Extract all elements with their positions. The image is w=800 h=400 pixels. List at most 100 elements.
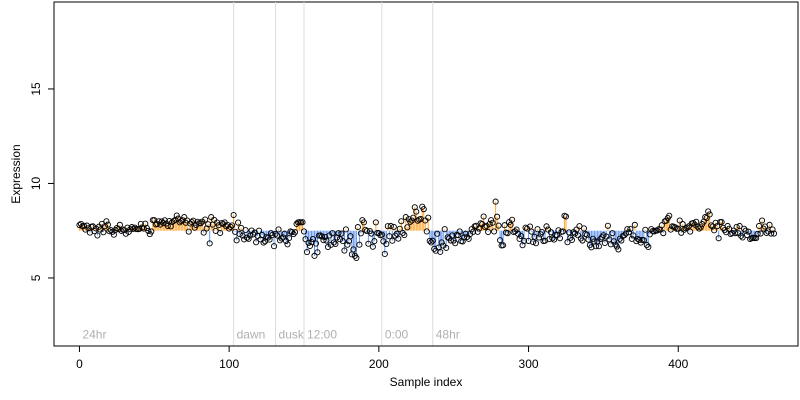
data-point <box>763 229 770 237</box>
data-point <box>260 239 267 246</box>
data-point <box>756 222 763 230</box>
data-point <box>306 242 314 250</box>
data-point <box>455 232 462 239</box>
data-point <box>549 235 556 242</box>
data-point <box>491 228 498 235</box>
data-point <box>272 230 279 237</box>
data-point <box>279 234 287 241</box>
data-point <box>112 226 119 233</box>
data-point <box>188 218 195 226</box>
data-point <box>666 212 673 219</box>
data-point <box>456 228 463 235</box>
data-point <box>434 230 441 237</box>
data-point <box>645 243 652 251</box>
data-point <box>265 234 272 241</box>
data-point <box>281 230 288 237</box>
data-point <box>470 228 477 235</box>
data-point <box>631 221 638 228</box>
data-point <box>642 226 649 233</box>
data-point <box>118 227 125 234</box>
data-point <box>690 219 697 227</box>
data-point <box>459 238 466 245</box>
y-tick-label: 5 <box>29 274 43 281</box>
x-tick-label: 200 <box>369 357 389 371</box>
data-point <box>654 227 661 234</box>
data-point <box>705 208 712 215</box>
data-point <box>588 244 595 251</box>
data-point <box>311 252 318 259</box>
data-point <box>630 232 637 239</box>
data-point <box>597 235 604 243</box>
data-point <box>559 228 567 235</box>
data-point <box>574 232 581 239</box>
data-point <box>372 219 379 226</box>
data-point <box>621 232 628 239</box>
data-point <box>389 237 396 244</box>
data-point <box>268 230 275 237</box>
data-point <box>205 221 212 228</box>
period-label: dawn <box>237 328 266 342</box>
data-point <box>679 221 686 228</box>
data-point <box>497 237 504 244</box>
data-point <box>495 222 502 229</box>
data-point <box>538 228 546 236</box>
data-point <box>543 223 550 230</box>
data-point <box>173 212 180 219</box>
data-point <box>531 233 538 240</box>
data-point <box>139 224 146 231</box>
data-point <box>203 225 210 232</box>
data-point <box>580 225 587 232</box>
data-point <box>739 234 746 241</box>
data-point <box>103 218 110 225</box>
data-point <box>736 222 743 230</box>
period-label: 48hr <box>436 328 460 342</box>
data-point <box>513 226 520 233</box>
data-point <box>754 230 761 237</box>
data-point <box>684 224 691 231</box>
data-point <box>254 232 261 240</box>
data-point <box>625 229 632 236</box>
data-point <box>404 224 411 231</box>
data-point <box>437 248 444 255</box>
data-point <box>702 214 709 221</box>
data-point <box>269 231 276 238</box>
data-point <box>312 240 320 247</box>
data-point <box>571 230 578 237</box>
data-point <box>113 225 120 232</box>
data-point <box>76 221 83 229</box>
data-point <box>714 223 721 230</box>
data-point <box>601 239 608 247</box>
data-point <box>357 230 364 237</box>
data-point <box>386 233 393 240</box>
data-point <box>745 228 752 235</box>
data-point <box>604 222 611 229</box>
data-point <box>354 224 361 231</box>
data-point <box>80 222 87 229</box>
data-point <box>532 240 540 247</box>
data-point <box>485 228 492 236</box>
data-point <box>332 240 339 247</box>
data-point <box>339 238 346 245</box>
data-points <box>76 198 778 261</box>
data-point <box>363 228 370 235</box>
data-point <box>413 208 420 215</box>
data-point <box>378 231 385 238</box>
period-label: 0:00 <box>385 328 409 342</box>
data-point <box>190 217 197 224</box>
data-point <box>546 235 553 243</box>
x-tick-label: 300 <box>519 357 539 371</box>
data-point <box>350 246 357 253</box>
data-point <box>521 237 528 244</box>
data-point <box>387 222 394 230</box>
data-point <box>595 243 602 250</box>
data-point <box>768 230 775 237</box>
data-point <box>344 241 351 248</box>
data-point <box>320 237 327 244</box>
y-axis: 5 10 15 <box>29 82 55 281</box>
data-point <box>383 240 390 247</box>
data-point <box>185 228 192 235</box>
data-point <box>100 229 107 236</box>
data-point <box>675 225 682 232</box>
data-point <box>694 223 701 230</box>
